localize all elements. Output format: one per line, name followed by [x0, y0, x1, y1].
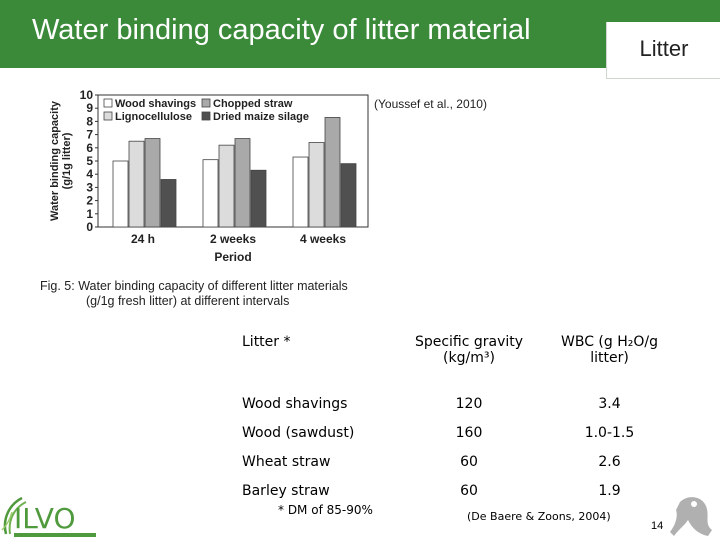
- ilvo-logo: ILVO: [1, 496, 96, 537]
- figure-caption: Fig. 5: Water binding capacity of differ…: [40, 279, 348, 309]
- cell-gravity: 120: [455, 395, 483, 412]
- x-tick-label: 24 h: [131, 232, 155, 246]
- litter-table: Litter * Specific gravity (kg/m³) WBC (g…: [236, 325, 669, 505]
- caption-line-1: Fig. 5: Water binding capacity of differ…: [40, 279, 348, 293]
- title-bar: Water binding capacity of litter materia…: [0, 0, 720, 68]
- bar-1-0: [128, 140, 145, 228]
- cell-wbc: 3.4: [598, 395, 621, 412]
- cell-litter: Wood shavings: [242, 395, 348, 412]
- bar-0-2: [292, 156, 309, 228]
- cell-litter: Wood (sawdust): [242, 424, 355, 441]
- table-row: Wheat straw 60 2.6: [236, 447, 669, 476]
- y-tick-label: 1: [86, 207, 93, 221]
- section-tag: Litter: [639, 36, 689, 61]
- source-note: (Youssef et al., 2010): [374, 97, 487, 111]
- bar-1-1: [218, 144, 235, 228]
- y-tick-label: 5: [86, 154, 93, 168]
- y-tick-label: 0: [86, 220, 93, 234]
- cell-wbc: 2.6: [598, 453, 621, 470]
- logo-wordmark: ILVO: [14, 502, 75, 535]
- bar-0-1: [202, 159, 219, 228]
- bar-3-0: [160, 179, 177, 228]
- legend-swatch-2: [201, 98, 211, 108]
- table-row: Wood shavings 120 3.4: [236, 389, 669, 418]
- legend-label-3: Dried maize silage: [213, 111, 309, 123]
- x-tick-label: 4 weeks: [300, 232, 346, 246]
- cell-gravity: 60: [460, 482, 478, 499]
- y-tick-label: 10: [80, 88, 94, 102]
- cell-litter: Barley straw: [242, 482, 330, 499]
- y-tick-label: 8: [86, 114, 93, 128]
- cell-gravity: 160: [455, 424, 483, 441]
- bar-2-1: [234, 138, 251, 228]
- y-tick-label: 9: [86, 101, 93, 115]
- table-row: Wood (sawdust) 160 1.0-1.5: [236, 418, 669, 447]
- header-wbc: WBC (g H₂O/g litter): [561, 334, 658, 366]
- lion-crest-icon: [670, 497, 712, 536]
- legend-label-0: Wood shavings: [115, 98, 196, 110]
- bar-2-2: [324, 117, 341, 228]
- cell-wbc: 1.0-1.5: [584, 424, 635, 441]
- leaf-mark-icon: [1, 496, 27, 535]
- bar-3-2: [340, 163, 357, 228]
- cell-wbc: 1.9: [598, 482, 621, 499]
- bar-1-2: [308, 142, 325, 228]
- x-axis-label: Period: [214, 250, 251, 264]
- y-tick-label: 4: [86, 167, 93, 181]
- table-row: Barley straw 60 1.9: [236, 476, 669, 505]
- header-litter: Litter *: [242, 334, 291, 350]
- page-number: 14: [651, 520, 664, 532]
- x-tick-label: 2 weeks: [210, 232, 256, 246]
- cell-gravity: 60: [460, 453, 478, 470]
- y-tick-label: 3: [86, 180, 93, 194]
- section-tag-box: Litter: [606, 22, 720, 79]
- caption-line-2: (g/1g fresh litter) at different interva…: [86, 294, 290, 308]
- y-tick-label: 2: [86, 194, 93, 208]
- legend-label-2: Chopped straw: [213, 98, 293, 110]
- legend-swatch-1: [103, 111, 113, 121]
- bar-2-0: [144, 138, 161, 228]
- y-tick-label: 6: [86, 141, 93, 155]
- table-footnote: * DM of 85-90%: [278, 503, 373, 517]
- header-specific-gravity: Specific gravity (kg/m³): [414, 334, 524, 366]
- legend-swatch-3: [201, 111, 211, 121]
- y-tick-label: 7: [86, 128, 93, 142]
- y-axis-label: Water binding capacity(g/1g litter): [49, 100, 73, 221]
- legend-label-1: Lignocellulose: [115, 111, 192, 123]
- legend-swatch-0: [103, 98, 113, 108]
- table-header-row: Litter * Specific gravity (kg/m³) WBC (g…: [236, 325, 669, 389]
- cell-litter: Wheat straw: [242, 453, 331, 470]
- reference: (De Baere & Zoons, 2004): [467, 510, 611, 523]
- logo-underline: [14, 533, 96, 537]
- slide-title: Water binding capacity of litter materia…: [32, 14, 531, 46]
- bar-0-0: [112, 160, 129, 228]
- bar-3-1: [250, 169, 267, 228]
